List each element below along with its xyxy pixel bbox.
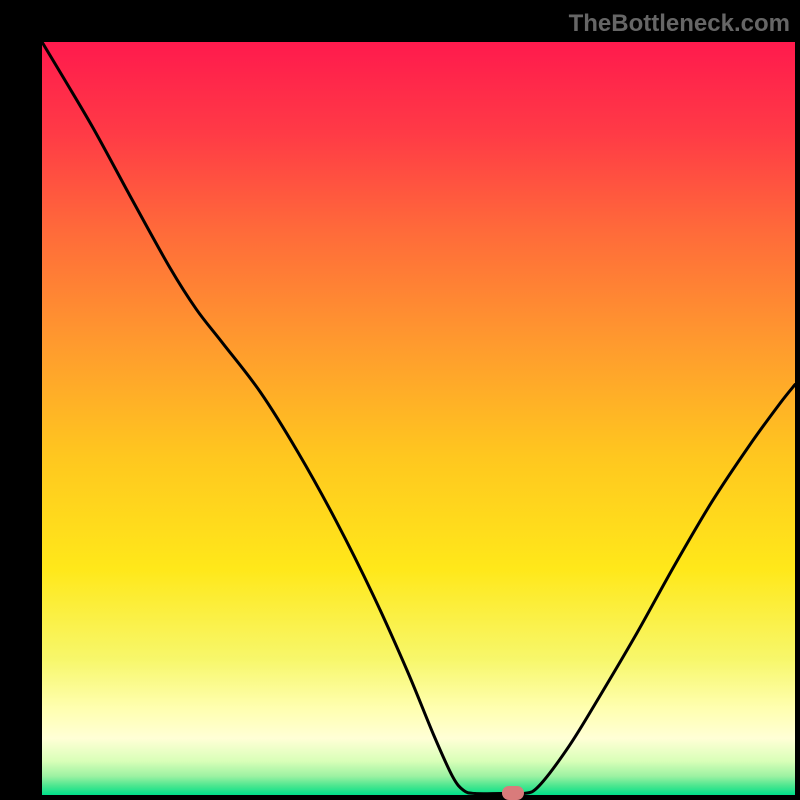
bottleneck-curve: [42, 42, 795, 795]
optimal-point-marker: [502, 786, 524, 800]
curve-path: [42, 42, 795, 794]
plot-area: [42, 42, 795, 795]
chart-stage: TheBottleneck.com: [0, 0, 800, 800]
watermark-text: TheBottleneck.com: [569, 10, 790, 38]
